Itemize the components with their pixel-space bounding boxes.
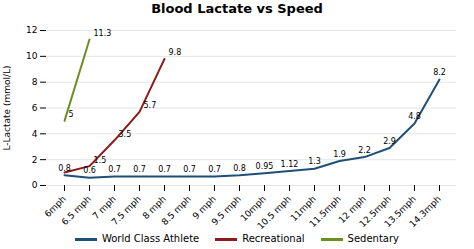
html-text:World Class Athlete: World Class Athlete: [102, 233, 200, 244]
svg-text:4: 4: [32, 129, 38, 139]
svg-text:6.5 mph: 6.5 mph: [59, 194, 92, 227]
svg-text:12.5mph: 12.5mph: [357, 193, 393, 230]
svg-text:10.5 mph: 10.5 mph: [255, 194, 293, 231]
svg-text:10: 10: [26, 51, 38, 61]
svg-text:10mph: 10mph: [238, 193, 268, 224]
svg-text:0.7: 0.7: [158, 165, 171, 174]
svg-text:9.8: 9.8: [169, 48, 182, 57]
html-text:Sedentary: Sedentary: [347, 233, 399, 244]
svg-text:11.5mph: 11.5mph: [307, 194, 343, 230]
svg-text:2.2: 2.2: [358, 146, 371, 155]
svg-text:5: 5: [69, 110, 74, 119]
svg-text:6mph: 6mph: [42, 193, 68, 220]
svg-text:12: 12: [26, 25, 37, 35]
svg-text:5.7: 5.7: [144, 101, 157, 110]
svg-text:L-Lactate (mmol/L): L-Lactate (mmol/L): [2, 65, 12, 150]
svg-text:0: 0: [32, 180, 38, 190]
svg-text:8: 8: [32, 77, 38, 87]
svg-text:0.8: 0.8: [58, 164, 71, 173]
svg-text:7.5 mph: 7.5 mph: [109, 194, 142, 227]
svg-text:8.2: 8.2: [433, 68, 446, 77]
svg-text:0.8: 0.8: [233, 164, 246, 173]
svg-text:1.5: 1.5: [94, 156, 107, 165]
svg-text:13.5mph: 13.5mph: [382, 193, 418, 230]
svg-text:9.5 mph: 9.5 mph: [209, 194, 242, 227]
svg-text:8 mph: 8 mph: [140, 193, 168, 222]
svg-text:1.12: 1.12: [281, 160, 299, 169]
svg-text:7 mph: 7 mph: [90, 193, 118, 222]
svg-text:11.3: 11.3: [94, 29, 112, 38]
svg-text:8.5 mph: 8.5 mph: [159, 194, 192, 227]
svg-text:1.9: 1.9: [333, 150, 346, 159]
svg-text:14.3mph: 14.3mph: [407, 194, 443, 230]
svg-text:6: 6: [32, 103, 38, 113]
svg-text:11mph: 11mph: [288, 193, 318, 224]
svg-text:3.5: 3.5: [119, 130, 132, 139]
html-text:Blood Lactate vs Speed: Blood Lactate vs Speed: [151, 1, 323, 16]
svg-text:4.8: 4.8: [408, 112, 421, 121]
svg-text:12 mph: 12 mph: [336, 193, 368, 226]
svg-text:0.7: 0.7: [208, 165, 221, 174]
svg-text:0.7: 0.7: [133, 165, 146, 174]
svg-text:0.6: 0.6: [83, 166, 96, 175]
html-text:Recreational: Recreational: [242, 233, 305, 244]
svg-text:9 mph: 9 mph: [190, 193, 218, 222]
svg-text:0.7: 0.7: [108, 165, 121, 174]
svg-text:2: 2: [32, 155, 38, 165]
svg-text:0.95: 0.95: [256, 162, 274, 171]
svg-text:0.7: 0.7: [183, 165, 196, 174]
svg-text:2.9: 2.9: [383, 137, 396, 146]
svg-text:1.3: 1.3: [308, 157, 321, 166]
